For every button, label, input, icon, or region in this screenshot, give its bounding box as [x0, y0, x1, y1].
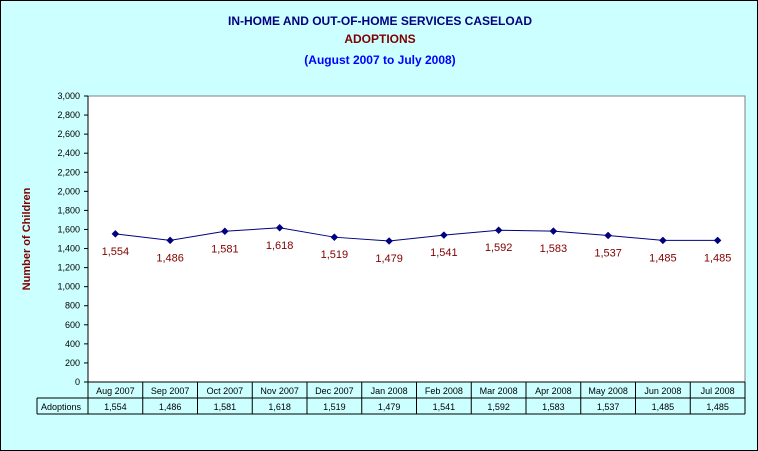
data-point-marker: [385, 237, 393, 245]
data-point-marker: [494, 226, 503, 235]
data-point-marker: [275, 223, 284, 232]
data-label: 1,479: [375, 253, 403, 265]
chart-subtitle: ADOPTIONS: [344, 32, 416, 46]
x-tick-label: May 2008: [588, 386, 628, 396]
y-tick-label: 2,000: [57, 186, 80, 196]
y-tick-label: 2,200: [57, 167, 80, 177]
y-tick-label: 1,000: [57, 282, 80, 292]
x-tick-label: Jan 2008: [371, 386, 408, 396]
data-point-marker: [440, 231, 448, 239]
x-tick-label: Sep 2007: [151, 386, 190, 396]
data-label: 1,537: [594, 247, 622, 259]
data-point-marker: [659, 236, 667, 245]
data-label: 1,519: [321, 249, 349, 261]
y-tick-label: 1,800: [57, 205, 80, 215]
data-table-cell: 1,479: [378, 402, 401, 412]
x-tick-label: Jun 2008: [644, 386, 681, 396]
y-tick-label: 1,400: [57, 244, 80, 254]
data-label: 1,618: [266, 240, 294, 252]
data-label: 1,581: [211, 243, 239, 255]
data-label: 1,486: [156, 252, 184, 264]
data-label: 1,592: [485, 242, 513, 254]
data-table-cell: 1,486: [159, 402, 182, 412]
data-label: 1,583: [540, 243, 568, 255]
y-tick-label: 400: [65, 339, 80, 349]
y-tick-label: 800: [65, 301, 80, 311]
y-tick-label: 0: [75, 377, 80, 387]
data-point-marker: [713, 236, 722, 245]
x-tick-label: Mar 2008: [480, 386, 518, 396]
chart-period: (August 2007 to July 2008): [304, 53, 456, 67]
y-tick-label: 2,800: [57, 110, 80, 120]
data-label: 1,485: [704, 252, 732, 264]
data-table-cell: 1,485: [706, 402, 729, 412]
y-tick-label: 3,000: [57, 91, 80, 101]
y-axis-title: Number of Children: [21, 187, 33, 290]
x-tick-label: Jul 2008: [701, 386, 735, 396]
chart-title: IN-HOME AND OUT-OF-HOME SERVICES CASELOA…: [227, 14, 532, 28]
x-tick-label: Nov 2007: [260, 386, 299, 396]
data-table-cell: 1,581: [214, 402, 237, 412]
data-point-marker: [604, 231, 612, 240]
data-point-marker: [330, 233, 339, 242]
y-tick-label: 600: [65, 320, 80, 330]
data-table-cell: 1,618: [268, 402, 291, 412]
y-tick-label: 1,600: [57, 224, 80, 234]
data-table-series-name: Adoptions: [41, 402, 82, 412]
data-table-cell: 1,537: [597, 402, 620, 412]
x-tick-label: Oct 2007: [207, 386, 244, 396]
data-point-marker: [111, 229, 120, 238]
data-table-cell: 1,583: [542, 402, 565, 412]
data-table-cell: 1,541: [433, 402, 456, 412]
y-tick-label: 200: [65, 358, 80, 368]
x-tick-label: Feb 2008: [425, 386, 463, 396]
x-tick-label: Dec 2007: [315, 386, 354, 396]
data-point-marker: [166, 236, 174, 245]
data-point-marker: [549, 227, 558, 235]
data-point-marker: [221, 227, 229, 236]
data-table-cell: 1,519: [323, 402, 346, 412]
data-table-cell: 1,554: [104, 402, 127, 412]
series-line: [115, 227, 718, 242]
data-table-cell: 1,485: [652, 402, 675, 412]
data-label: 1,485: [649, 252, 677, 264]
x-tick-label: Apr 2008: [535, 386, 572, 396]
x-tick-label: Aug 2007: [96, 386, 135, 396]
data-label: 1,554: [102, 246, 130, 258]
data-label: 1,541: [430, 247, 458, 259]
data-table-cell: 1,592: [487, 402, 510, 412]
y-tick-label: 2,400: [57, 148, 80, 158]
y-tick-label: 1,200: [57, 263, 80, 273]
y-tick-label: 2,600: [57, 129, 80, 139]
